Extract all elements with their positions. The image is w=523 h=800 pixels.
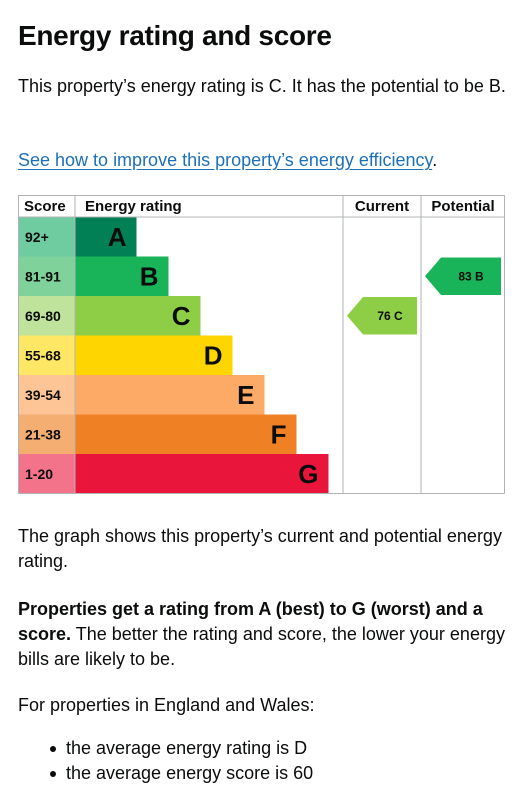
rating-letter-f: F [271,419,287,449]
rating-bar-c [75,296,201,336]
potential-rating-arrow-label: 83 B [458,269,484,283]
score-label-a: 92+ [25,229,49,245]
rating-bar-f [75,414,297,454]
rating-letter-a: A [108,222,127,252]
rating-bar-e [75,375,265,415]
rating-letter-g: G [298,459,318,489]
graph-description: The graph shows this property’s current … [18,526,502,571]
header-score: Score [24,198,66,215]
score-label-d: 55-68 [25,347,61,363]
score-label-e: 39-54 [25,387,61,403]
improve-efficiency-link[interactable]: See how to improve this property’s energ… [18,150,433,170]
rating-summary: This property’s energy rating is C. It h… [18,76,506,96]
link-suffix: . [432,150,438,170]
score-cell-g [18,454,76,494]
list-item: the average energy rating is D [18,736,508,761]
score-label-f: 21-38 [25,426,61,442]
potential-rating-arrow [425,257,501,295]
current-rating-arrow-label: 76 C [377,309,403,323]
score-label-g: 1-20 [25,466,53,482]
rating-bar-a [75,217,137,257]
current-rating-arrow [347,297,417,335]
list-item: the average energy score is 60 [18,761,508,786]
score-cell-c [18,296,76,336]
rating-letter-c: C [172,301,191,331]
score-cell-d [18,335,76,375]
regional-averages-list: the average energy rating is D the avera… [18,736,508,786]
page-title: Energy rating and score [18,20,332,51]
score-cell-f [18,414,76,454]
energy-rating-chart: Score Energy rating Current Potential 92+ A 81… [18,195,505,494]
rating-bar-d [75,335,233,375]
rating-letter-e: E [237,380,254,410]
score-cell-e [18,375,76,415]
rating-letter-d: D [204,340,223,370]
header-potential: Potential [431,198,494,215]
score-cell-a [18,217,76,257]
regional-intro: For properties in England and Wales: [18,695,315,715]
rating-letter-b: B [140,261,159,291]
rating-bar-g [75,454,329,494]
score-label-c: 69-80 [25,308,61,324]
rating-explanation-bold: Properties get a rating from A (best) to… [18,599,483,644]
score-cell-b [18,256,76,296]
header-current: Current [355,198,409,215]
score-label-b: 81-91 [25,268,61,284]
rating-explanation-rest: The better the rating and score, the low… [18,624,505,669]
rating-explanation: Properties get a rating from A (best) to… [18,597,508,672]
energy-rating-graph: Score Energy rating Current Potential 92+ A 81… [18,195,505,494]
improve-link-line: See how to improve this property’s energ… [18,148,437,173]
header-energy-rating: Energy rating [85,198,182,215]
rating-bar-b [75,256,169,296]
